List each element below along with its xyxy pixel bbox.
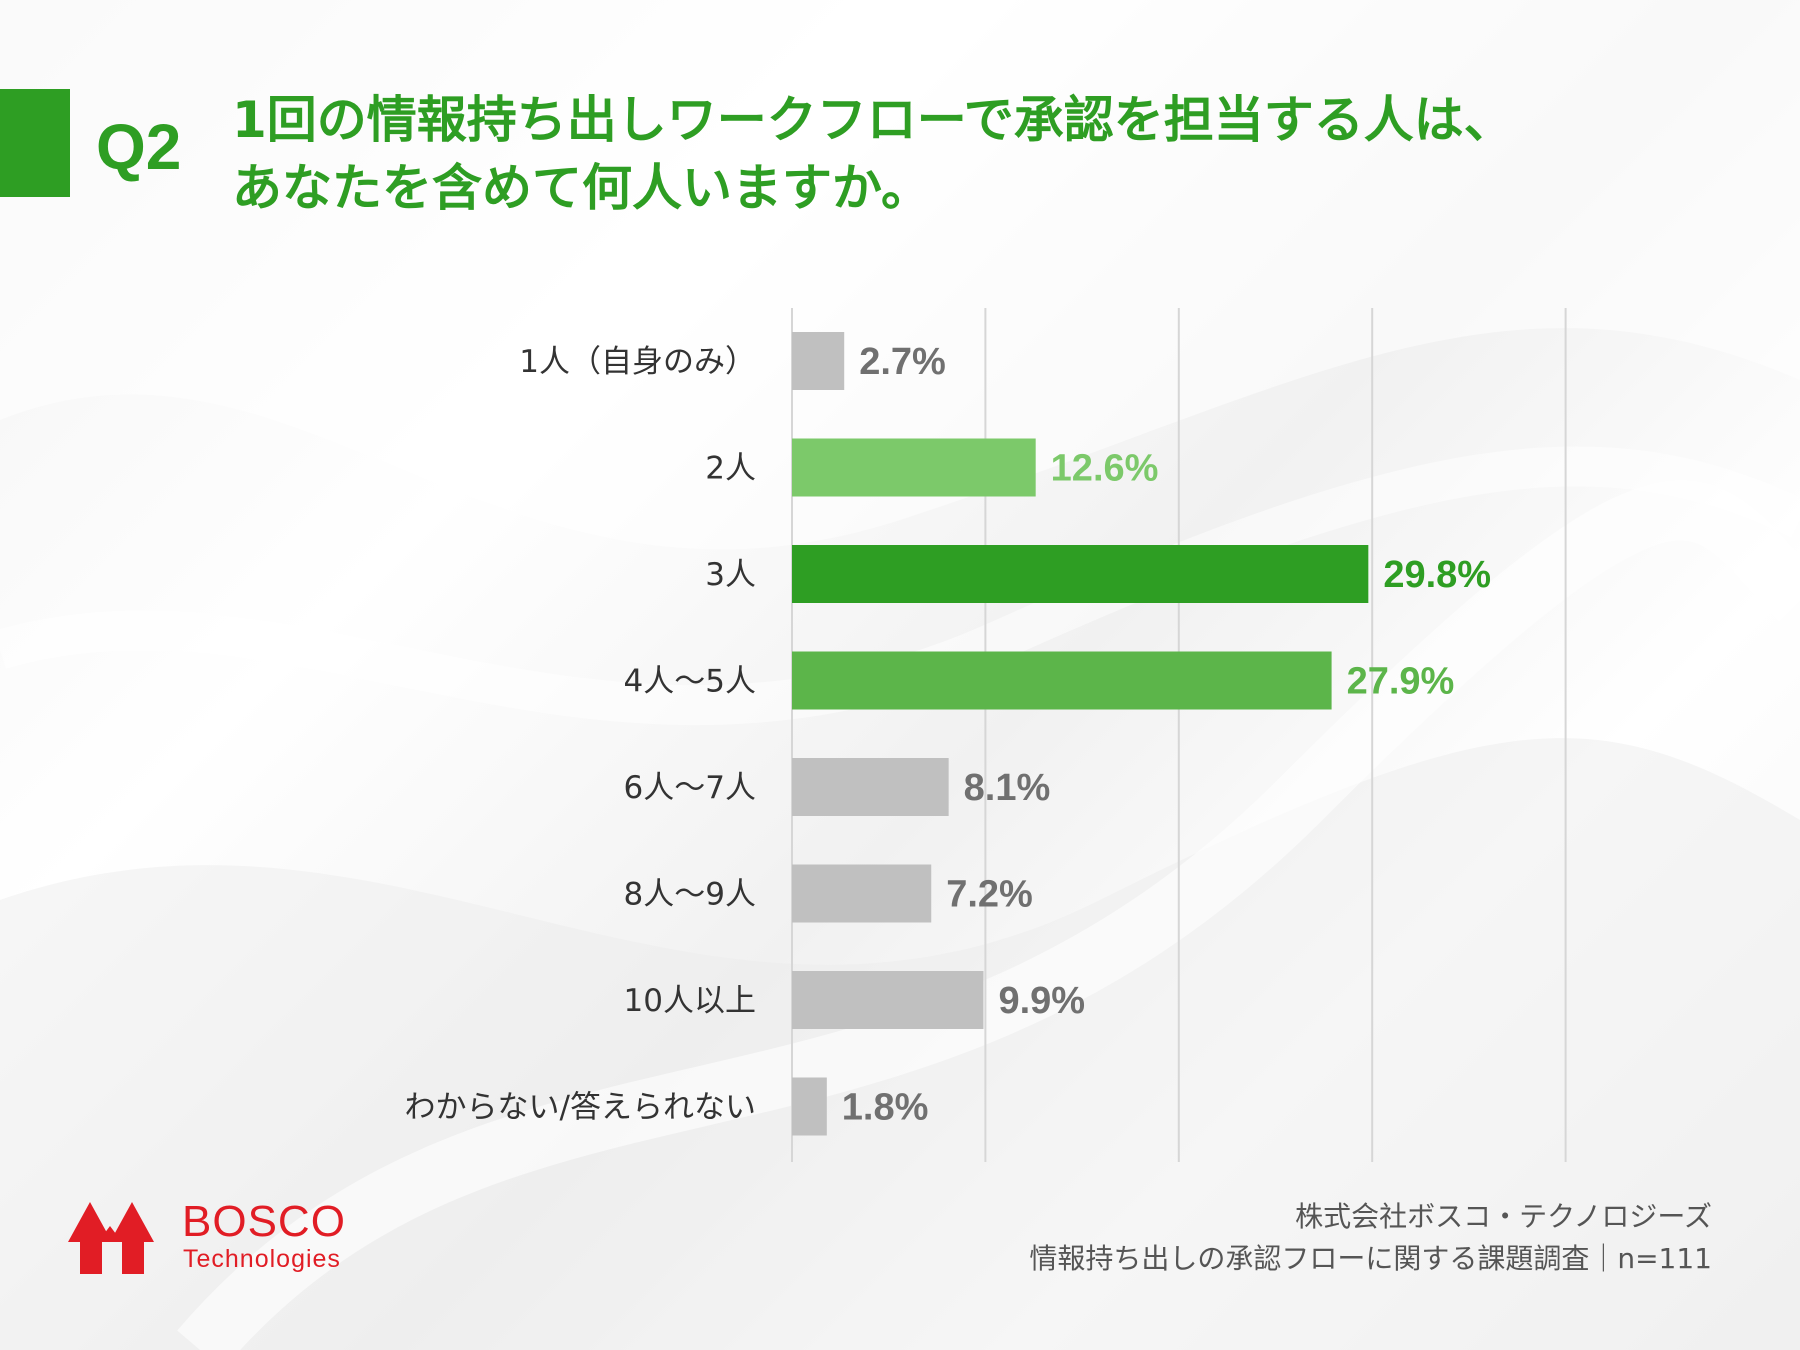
bar-1 <box>792 438 1036 497</box>
logo-tree-left <box>68 1202 112 1274</box>
category-label-2: 3人 <box>705 557 756 593</box>
question-line-1: 1回の情報持ち出しワークフローで承認を担当する人は、 <box>232 91 1514 149</box>
bar-5 <box>792 864 932 923</box>
source-survey: 情報持ち出しの承認フローに関する課題調査｜n=111 <box>1029 1242 1712 1275</box>
value-label-3: 27.9% <box>1347 661 1455 703</box>
bosco-logo-icon <box>68 1202 154 1274</box>
value-label-1: 12.6% <box>1051 448 1159 490</box>
value-label-0: 2.7% <box>859 341 946 383</box>
bar-3 <box>792 651 1332 710</box>
bar-4 <box>792 758 949 816</box>
category-label-6: 10人以上 <box>624 983 756 1019</box>
category-label-5: 8人～9人 <box>624 877 756 913</box>
category-label-7: わからない/答えられない <box>405 1090 756 1126</box>
logo-tree-right <box>110 1202 154 1274</box>
question-number: Q2 <box>96 111 182 183</box>
bar-7 <box>792 1077 827 1136</box>
bar-chart: 1人（自身のみ） 2.7% 2人 12.6% 3人 29.8% 4人～5人 27.9% 6人～7… <box>405 308 1567 1162</box>
bar-0 <box>792 332 845 390</box>
logo-subtitle: Technologies <box>183 1245 341 1273</box>
bar-6 <box>792 971 984 1029</box>
category-label-4: 6人～7人 <box>624 770 756 806</box>
question-marker-block <box>0 89 70 197</box>
value-label-4: 8.1% <box>964 767 1051 809</box>
logo-name: BOSCO <box>182 1197 346 1246</box>
value-label-7: 1.8% <box>842 1087 929 1129</box>
category-label-1: 2人 <box>705 451 756 487</box>
question-title: 1回の情報持ち出しワークフローで承認を担当する人は、 あなたを含めて何人いますか… <box>232 86 1732 222</box>
value-label-2: 29.8% <box>1383 554 1491 596</box>
question-line-2: あなたを含めて何人いますか。 <box>232 159 931 217</box>
source-company: 株式会社ボスコ・テクノロジーズ <box>1295 1200 1712 1233</box>
bar-2 <box>792 545 1369 603</box>
value-label-5: 7.2% <box>946 874 1033 916</box>
value-label-6: 9.9% <box>998 980 1085 1022</box>
category-label-3: 4人～5人 <box>624 664 756 700</box>
category-label-0: 1人（自身のみ） <box>519 344 756 380</box>
source-note: 株式会社ボスコ・テクノロジーズ 情報持ち出しの承認フローに関する課題調査｜n=1… <box>1029 1196 1712 1280</box>
